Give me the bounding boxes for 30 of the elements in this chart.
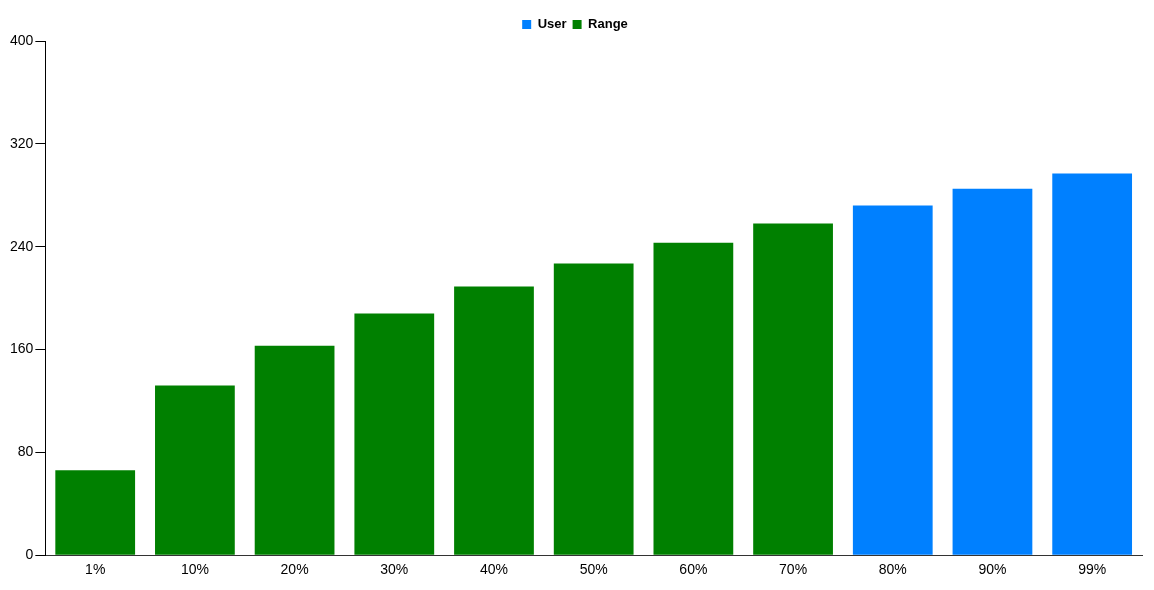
- bar: [254, 345, 335, 555]
- x-tick-label: 99%: [1078, 561, 1107, 578]
- x-tick-label: 1%: [85, 561, 106, 578]
- y-tick-label: 80: [17, 443, 34, 460]
- bar: [155, 385, 235, 555]
- y-tick-label: 160: [10, 340, 34, 357]
- x-tick-label: 10%: [180, 561, 209, 578]
- bar: [55, 470, 136, 555]
- y-tick-label: 240: [10, 237, 34, 254]
- x-tick-label: 40%: [479, 561, 508, 578]
- legend-label: User: [537, 16, 567, 32]
- y-tick-label: 320: [10, 134, 34, 151]
- bar: [653, 242, 734, 555]
- bar: [553, 263, 634, 555]
- bar: [753, 223, 833, 555]
- x-tick-label: 80%: [878, 561, 907, 578]
- y-tick-label: 400: [10, 31, 34, 48]
- legend-label: Range: [588, 16, 628, 32]
- bar: [1052, 173, 1133, 555]
- x-tick-label: 20%: [280, 561, 309, 578]
- y-tick-label: 0: [25, 546, 34, 563]
- x-tick-label: 70%: [779, 561, 808, 578]
- x-tick-label: 60%: [679, 561, 708, 578]
- bar: [454, 286, 534, 555]
- bar: [354, 313, 435, 555]
- x-tick-label: 90%: [978, 561, 1007, 578]
- bar: [952, 188, 1033, 555]
- x-tick-label: 30%: [380, 561, 409, 578]
- x-tick-label: 50%: [579, 561, 608, 578]
- bar: [852, 205, 933, 555]
